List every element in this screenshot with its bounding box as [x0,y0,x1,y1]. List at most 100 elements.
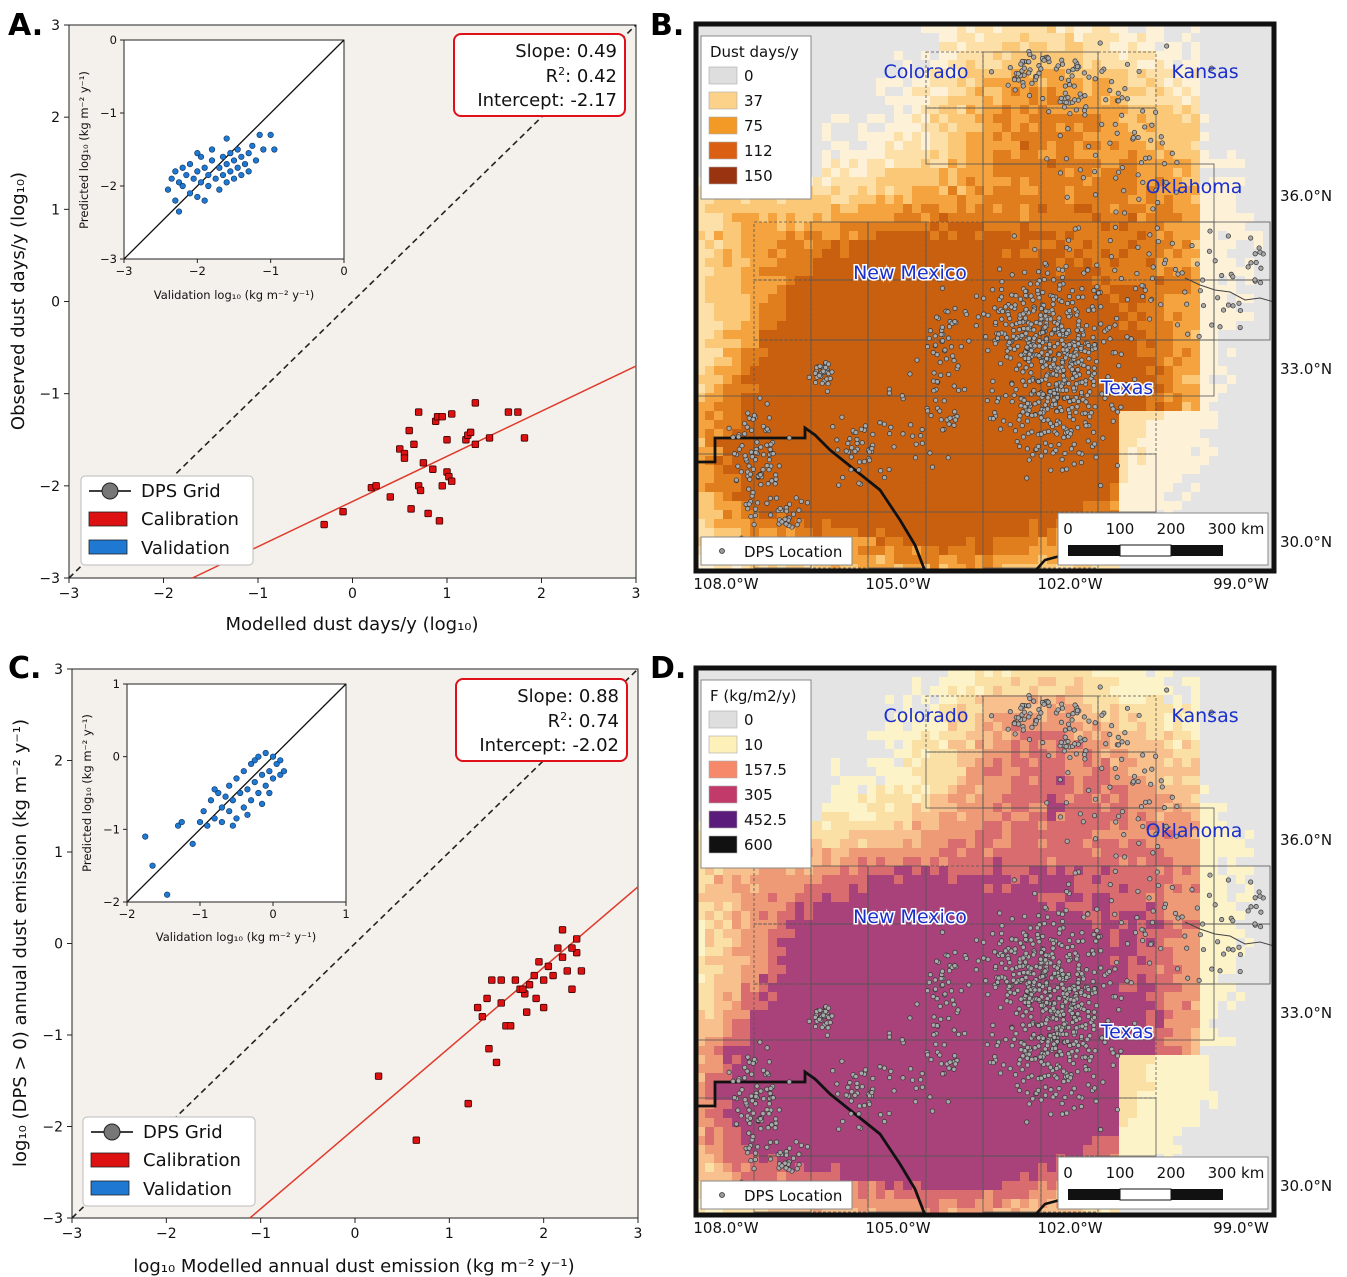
map-field-cell [1029,69,1038,78]
map-field-cell [858,231,867,240]
map-field-cell [984,749,993,758]
map-field-cell [822,402,831,411]
map-field-cell [975,231,984,240]
map-field-cell [1128,312,1137,321]
map-field-cell [966,222,975,231]
map-field-cell [705,420,714,429]
map-field-cell [1119,141,1128,150]
map-field-cell [1164,713,1173,722]
map-field-cell [858,555,867,564]
map-field-cell [804,420,813,429]
map-field-cell [930,447,939,456]
map-field-cell [849,492,858,501]
map-field-cell [1092,677,1101,686]
map-field-cell [750,267,759,276]
calibration-point [514,408,522,416]
map-field-cell [777,267,786,276]
map-field-cell [1047,177,1056,186]
map-field-cell [795,357,804,366]
map-field-cell [1155,668,1164,677]
dps-location-dot [748,449,754,455]
map-field-cell [894,411,903,420]
map-field-cell [1110,204,1119,213]
map-field-cell [1092,713,1101,722]
dps-location-dot [1253,259,1259,266]
map-field-cell [885,402,894,411]
dps-location-dot [1055,63,1061,69]
map-field-cell [840,294,849,303]
dps-location-dot [1027,378,1033,384]
map-field-cell [1047,411,1056,420]
map-field-cell [1011,285,1020,294]
map-field-cell [1011,258,1020,267]
map-field-cell [1137,384,1146,393]
calibration-point [520,434,529,442]
map-field-cell [930,519,939,528]
map-field-cell [723,276,732,285]
dps-location-dot [1036,70,1042,76]
map-field-cell [822,213,831,222]
map-field-cell [858,123,867,132]
map-field-cell [1038,411,1047,420]
map-field-cell [795,456,804,465]
validation-point [280,768,288,775]
map-field-cell [957,357,966,366]
map-field-cell [1029,276,1038,285]
map-field-cell [1002,704,1011,713]
dps-location-dot [1020,300,1026,306]
map-field-cell [1101,420,1110,429]
dps-location-dot [730,434,736,440]
map-field-cell [795,231,804,240]
y-tick-label: 2 [54,754,63,770]
map-field-cell [867,731,876,740]
map-field-cell [1173,87,1182,96]
dps-location-dot [1067,82,1073,88]
map-field-cell [858,447,867,456]
map-field-cell [975,393,984,402]
map-field-cell [1002,546,1011,555]
map-field-cell [804,510,813,519]
map-field-cell [1092,758,1101,767]
map-field-cell [1191,695,1200,704]
lat-tick-36: 36.0°N [1280,187,1332,205]
map-field-cell [1119,465,1128,474]
dps-location-dot [817,363,823,369]
map-field-cell [777,222,786,231]
map-field-cell [1110,33,1119,42]
map-field-cell [1020,150,1029,159]
dps-location-dot [1086,356,1092,362]
map-field-cell [777,438,786,447]
map-field-cell [930,294,939,303]
map-field-cell [966,510,975,519]
map-field-cell [1011,740,1020,749]
map-field-cell [1119,447,1128,456]
map-field-cell [822,303,831,312]
map-field-cell [1155,686,1164,695]
dps-location-dot [999,316,1005,322]
map-field-cell [957,321,966,330]
dps-location-dot [1161,260,1167,267]
dps-location-dot [1062,450,1068,456]
map-field-cell [939,447,948,456]
map-field-cell [876,528,885,537]
map-field-cell [885,231,894,240]
map-field-cell [1038,402,1047,411]
map-field-cell [921,501,930,510]
map-field-cell [993,114,1002,123]
map-field-cell [831,528,840,537]
map-field-cell [1146,483,1155,492]
map-field-cell [822,330,831,339]
map-field-cell [714,330,723,339]
map-field-cell [1083,51,1092,60]
dps-location-dot [973,323,979,329]
map-field-cell [1200,447,1209,456]
dps-location-dot [1103,97,1109,103]
map-field-cell [1182,731,1191,740]
dps-location-dot [1074,327,1080,333]
map-field-cell [1056,339,1065,348]
map-field-cell [1065,258,1074,267]
panel-a-inset-x-label: Validation log₁₀ (kg m⁻² y⁻¹) [154,288,314,302]
map-field-cell [966,303,975,312]
map-field-cell [903,483,912,492]
map-field-cell [1056,24,1065,33]
